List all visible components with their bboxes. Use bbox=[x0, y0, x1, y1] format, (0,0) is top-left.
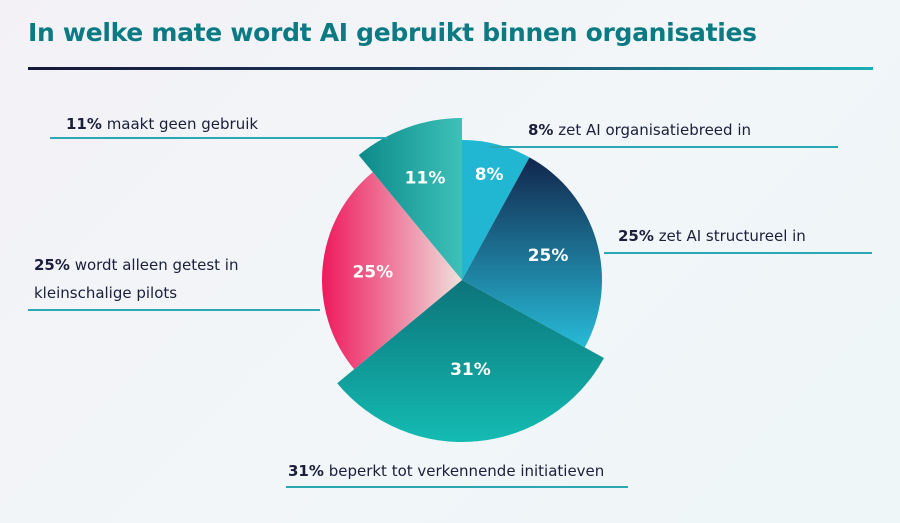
data-label: 11% bbox=[405, 168, 446, 188]
data-label: 8% bbox=[475, 165, 504, 185]
pie-slice-25 bbox=[321, 172, 462, 370]
data-label: 31% bbox=[450, 360, 491, 380]
leader-line bbox=[490, 146, 838, 148]
legend-label-25-structureel: 25% zet AI structureel in bbox=[618, 227, 806, 245]
legend-label-25-pilots: 25% wordt alleen getest in kleinschalige… bbox=[34, 256, 239, 302]
pie-slice-25 bbox=[462, 157, 602, 348]
legend-label-31: 31% beperkt tot verkennende initiatieven bbox=[288, 462, 605, 480]
pie-slice-11 bbox=[358, 118, 462, 280]
leader-line bbox=[604, 252, 872, 254]
legend-label-11: 11% maakt geen gebruik bbox=[66, 115, 259, 133]
data-label: 25% bbox=[528, 246, 569, 266]
pie-slice-8 bbox=[462, 140, 530, 280]
leader-line bbox=[50, 137, 388, 139]
legend-label-8: 8% zet AI organisatiebreed in bbox=[528, 121, 751, 139]
data-label: 25% bbox=[352, 263, 393, 283]
leader-line bbox=[286, 486, 628, 488]
title-divider bbox=[28, 67, 873, 70]
leader-line bbox=[28, 309, 320, 311]
chart-title: In welke mate wordt AI gebruikt binnen o… bbox=[28, 18, 757, 47]
pie-slice-31 bbox=[337, 280, 604, 442]
